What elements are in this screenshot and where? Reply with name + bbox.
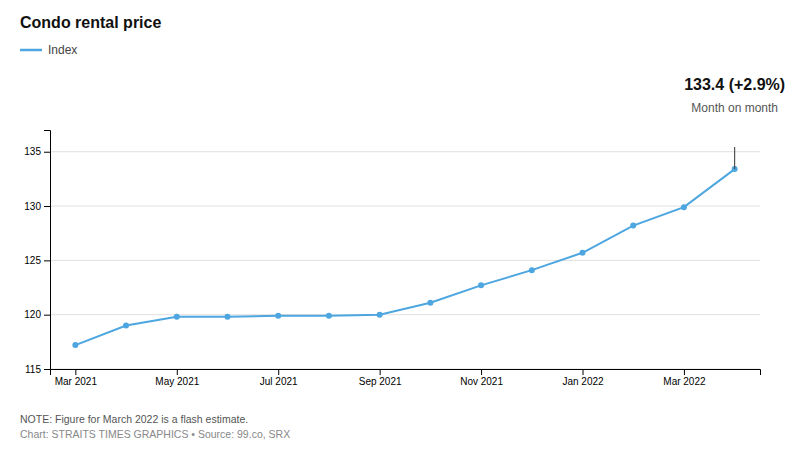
x-axis: Mar 2021 May 2021 Jul 2021 Sep 2021 Nov 2021…	[51, 369, 761, 387]
y-axis-line	[44, 131, 51, 370]
legend: Index	[20, 43, 77, 57]
point	[275, 313, 281, 319]
point	[681, 204, 687, 210]
x-tick-mark	[177, 369, 178, 375]
y-tick-label: 115	[25, 364, 41, 375]
grid-line	[50, 206, 760, 207]
point	[529, 267, 535, 273]
x-tick-mark	[481, 369, 482, 375]
point	[326, 313, 332, 319]
x-tick-label: Jul 2021	[260, 376, 298, 387]
point	[174, 314, 180, 320]
x-axis-line	[51, 370, 761, 376]
point	[123, 323, 129, 329]
x-tick-mark	[583, 369, 584, 375]
point	[72, 342, 78, 348]
point	[427, 300, 433, 306]
x-tick: May 2021	[155, 369, 199, 387]
x-tick-mark	[684, 369, 685, 375]
x-tick-label: Sep 2021	[359, 376, 402, 387]
annotation-line	[734, 147, 735, 169]
y-tick-mark	[44, 369, 50, 370]
x-tick-label: Mar 2021	[55, 376, 98, 387]
x-tick: Sep 2021	[359, 369, 402, 387]
grid-line	[50, 314, 760, 315]
x-tick: Jul 2021	[260, 369, 298, 387]
x-tick-label: Mar 2022	[663, 376, 706, 387]
y-tick: 130	[24, 201, 50, 212]
y-tick-mark	[44, 152, 50, 153]
note: Chart: STRAITS TIMES GRAPHICS • Source: …	[20, 428, 290, 440]
y-tick: 115	[25, 364, 50, 375]
x-tick-label: Nov 2021	[460, 376, 503, 387]
grid-line	[50, 151, 760, 152]
plot-area: 115 120 125 130 135 Mar 2021 May 2021 Jul 2021 S…	[24, 131, 760, 388]
grid-line	[50, 260, 760, 261]
annotation-value: 133.4 (+2.9%)	[684, 76, 785, 93]
title: Condo rental price	[20, 14, 161, 31]
y-tick: 120	[24, 309, 50, 320]
x-tick: Nov 2021	[460, 369, 503, 387]
point	[630, 223, 636, 229]
x-tick-mark	[75, 369, 76, 375]
point	[478, 282, 484, 288]
y-tick-mark	[44, 206, 50, 207]
notes: NOTE: Figure for March 2022 is a flash e…	[20, 413, 290, 440]
y-tick-label: 125	[24, 255, 41, 266]
y-tick: 125	[24, 255, 50, 266]
chart: Condo rental price 115 120 125 130 135 Mar 202…	[0, 0, 800, 449]
line	[75, 169, 734, 345]
series-group	[72, 166, 737, 348]
y-tick-label: 120	[24, 309, 41, 320]
legend-label: Index	[48, 43, 77, 57]
note: NOTE: Figure for March 2022 is a flash e…	[20, 413, 248, 425]
x-tick: Mar 2022	[663, 369, 706, 387]
annotation: 133.4 (+2.9%) Month on month	[684, 76, 785, 115]
x-tick-mark	[278, 369, 279, 375]
annotation-sub: Month on month	[691, 101, 778, 115]
grid	[50, 152, 760, 369]
legend-swatch	[20, 49, 42, 52]
legend-item: Index	[20, 43, 77, 57]
y-tick: 135	[24, 146, 50, 157]
x-tick-mark	[380, 369, 381, 375]
x-tick-label: Jan 2022	[562, 376, 604, 387]
point	[377, 312, 383, 318]
y-axis: 115 120 125 130 135	[24, 131, 50, 375]
point	[225, 314, 231, 320]
point	[580, 250, 586, 256]
y-tick-mark	[44, 260, 50, 261]
x-tick: Jan 2022	[562, 369, 604, 387]
y-tick-mark	[44, 315, 50, 316]
x-tick: Mar 2021	[55, 369, 98, 387]
x-tick-label: May 2021	[155, 376, 199, 387]
y-tick-label: 135	[24, 146, 41, 157]
y-tick-label: 130	[24, 201, 41, 212]
